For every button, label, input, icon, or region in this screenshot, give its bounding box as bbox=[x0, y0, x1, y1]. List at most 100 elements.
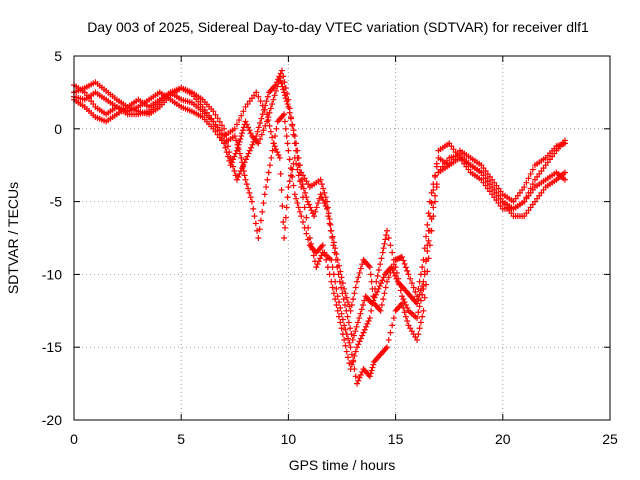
data-point bbox=[375, 285, 382, 292]
data-point bbox=[355, 341, 362, 348]
data-point bbox=[240, 108, 247, 115]
data-point bbox=[374, 272, 381, 279]
data-point bbox=[390, 269, 397, 276]
data-point bbox=[420, 278, 427, 285]
data-point bbox=[263, 184, 270, 191]
data-point bbox=[333, 285, 340, 292]
data-point bbox=[251, 135, 258, 142]
data-point bbox=[389, 322, 396, 329]
data-point bbox=[361, 326, 368, 333]
data-point bbox=[360, 329, 367, 336]
data-point bbox=[251, 213, 258, 220]
data-point bbox=[258, 131, 265, 138]
data-point bbox=[311, 213, 318, 220]
data-point bbox=[227, 154, 234, 161]
data-point bbox=[290, 131, 297, 138]
data-point bbox=[404, 317, 411, 324]
data-point bbox=[342, 326, 349, 333]
data-point bbox=[366, 264, 373, 271]
data-point bbox=[370, 361, 377, 368]
data-point bbox=[241, 172, 248, 179]
data-point bbox=[286, 105, 293, 112]
data-point bbox=[317, 176, 324, 183]
x-tick-label: 10 bbox=[281, 431, 297, 447]
data-point bbox=[233, 121, 240, 128]
data-point bbox=[334, 307, 341, 314]
data-point bbox=[338, 274, 345, 281]
data-point bbox=[236, 150, 243, 157]
data-point bbox=[321, 200, 328, 207]
data-point bbox=[430, 186, 437, 193]
data-point bbox=[321, 249, 328, 256]
data-point bbox=[278, 80, 285, 87]
data-point bbox=[259, 111, 266, 118]
data-point bbox=[433, 160, 440, 167]
data-point bbox=[399, 253, 406, 260]
data-point bbox=[399, 293, 406, 300]
data-point bbox=[246, 147, 253, 154]
data-point bbox=[287, 114, 294, 121]
data-point bbox=[248, 198, 255, 205]
data-point bbox=[257, 217, 264, 224]
data-point bbox=[267, 105, 274, 112]
data-point bbox=[238, 154, 245, 161]
data-point bbox=[419, 264, 426, 271]
data-point bbox=[235, 173, 242, 180]
data-point bbox=[287, 165, 294, 172]
data-point bbox=[281, 118, 288, 125]
data-point bbox=[263, 98, 270, 105]
data-point bbox=[295, 162, 302, 169]
data-point bbox=[293, 195, 300, 202]
data-point bbox=[247, 194, 254, 201]
data-point bbox=[382, 284, 389, 291]
data-point bbox=[424, 221, 431, 228]
data-point bbox=[402, 301, 409, 308]
data-point bbox=[371, 294, 378, 301]
data-point bbox=[365, 317, 372, 324]
data-point bbox=[523, 179, 530, 186]
axis-ticks: 0 5 10 15 20 25 -20 -15 -10 -5 0 5 bbox=[42, 48, 618, 447]
data-point bbox=[269, 134, 276, 141]
data-point bbox=[402, 313, 409, 320]
data-point bbox=[274, 149, 281, 156]
data-point bbox=[282, 85, 289, 92]
series-2 bbox=[71, 89, 568, 387]
data-point bbox=[281, 89, 288, 96]
data-point bbox=[270, 96, 277, 103]
data-point bbox=[428, 200, 435, 207]
y-tick-label: 0 bbox=[54, 121, 62, 137]
y-axis-label: SDTVAR / TECUs bbox=[5, 182, 21, 294]
data-point bbox=[278, 186, 285, 193]
data-point bbox=[283, 133, 290, 140]
data-point bbox=[236, 117, 243, 124]
data-point bbox=[323, 256, 330, 263]
data-point bbox=[426, 227, 433, 234]
data-point bbox=[255, 235, 262, 241]
data-point bbox=[260, 127, 267, 134]
data-point bbox=[238, 133, 245, 140]
data-point bbox=[378, 280, 385, 287]
data-point bbox=[236, 170, 243, 177]
data-point bbox=[273, 79, 280, 86]
data-point bbox=[226, 149, 233, 156]
data-point bbox=[350, 357, 357, 364]
x-tick-label: 5 bbox=[177, 431, 185, 447]
data-point bbox=[285, 103, 292, 110]
data-point bbox=[281, 224, 288, 231]
data-point bbox=[432, 192, 439, 199]
data-point bbox=[331, 249, 338, 256]
data-point bbox=[369, 364, 376, 371]
data-point bbox=[303, 230, 310, 237]
data-point bbox=[345, 299, 352, 306]
data-point bbox=[377, 307, 384, 314]
data-point bbox=[380, 274, 387, 281]
data-point bbox=[252, 220, 259, 227]
data-point bbox=[247, 130, 254, 137]
data-point bbox=[242, 176, 249, 183]
data-point bbox=[342, 301, 349, 308]
data-point bbox=[276, 154, 283, 161]
data-point bbox=[401, 299, 408, 306]
data-point bbox=[389, 249, 396, 256]
data-point bbox=[432, 198, 439, 205]
data-point bbox=[255, 140, 262, 147]
